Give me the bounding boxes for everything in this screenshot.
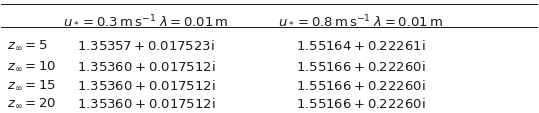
Text: $z_\infty = 15$: $z_\infty = 15$ (7, 78, 56, 91)
Text: $1.35360 + 0.017512\mathrm{i}$: $1.35360 + 0.017512\mathrm{i}$ (77, 59, 216, 73)
Text: $z_\infty = 20$: $z_\infty = 20$ (7, 96, 56, 109)
Text: $1.35360 + 0.017512\mathrm{i}$: $1.35360 + 0.017512\mathrm{i}$ (77, 96, 216, 110)
Text: $1.55164 + 0.22261\mathrm{i}$: $1.55164 + 0.22261\mathrm{i}$ (296, 39, 425, 52)
Text: $1.55166 + 0.22260\mathrm{i}$: $1.55166 + 0.22260\mathrm{i}$ (296, 78, 425, 92)
Text: $1.55166 + 0.22260\mathrm{i}$: $1.55166 + 0.22260\mathrm{i}$ (296, 59, 425, 73)
Text: $z_\infty = 5$: $z_\infty = 5$ (7, 39, 47, 52)
Text: $z_\infty = 10$: $z_\infty = 10$ (7, 59, 56, 72)
Text: $1.35360 + 0.017512\mathrm{i}$: $1.35360 + 0.017512\mathrm{i}$ (77, 78, 216, 92)
Text: $u_* = 0.3\,\mathrm{m\,s^{-1}}\;\lambda = 0.01\,\mathrm{m}$: $u_* = 0.3\,\mathrm{m\,s^{-1}}\;\lambda … (63, 14, 229, 28)
Text: $1.35357 + 0.017523\mathrm{i}$: $1.35357 + 0.017523\mathrm{i}$ (77, 39, 215, 52)
Text: $u_* = 0.8\,\mathrm{m\,s^{-1}}\;\lambda = 0.01\,\mathrm{m}$: $u_* = 0.8\,\mathrm{m\,s^{-1}}\;\lambda … (278, 14, 443, 28)
Text: $1.55166 + 0.22260\mathrm{i}$: $1.55166 + 0.22260\mathrm{i}$ (296, 96, 425, 110)
